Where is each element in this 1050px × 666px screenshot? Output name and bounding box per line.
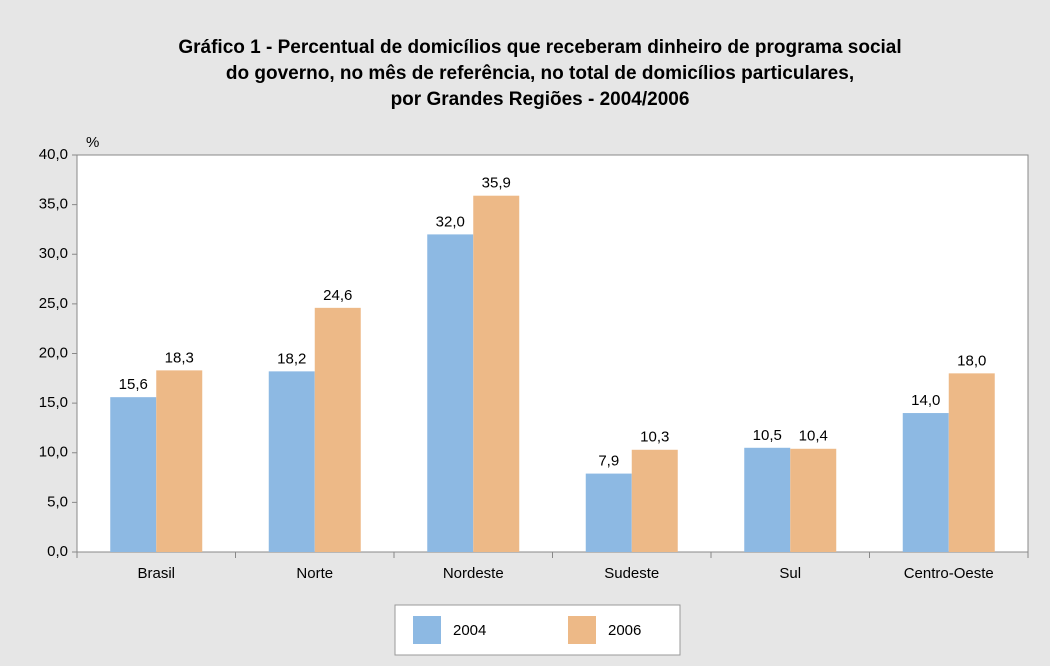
data-label: 18,3 [165, 349, 194, 366]
chart-title: por Grandes Regiões - 2004/2006 [391, 89, 690, 110]
y-tick-label: 25,0 [39, 295, 68, 312]
x-tick-label: Sudeste [604, 565, 659, 582]
bar [427, 234, 474, 552]
bar [902, 413, 949, 552]
bar [268, 371, 315, 552]
chart-title: Gráfico 1 - Percentual de domicílios que… [178, 37, 901, 58]
chart-title: do governo, no mês de referência, no tot… [226, 63, 854, 84]
data-label: 10,5 [753, 427, 782, 444]
bar [314, 307, 361, 552]
data-label: 14,0 [911, 392, 940, 409]
y-tick-label: 30,0 [39, 245, 68, 262]
y-axis-label: % [86, 134, 99, 151]
bar [631, 449, 678, 552]
bar [948, 373, 995, 552]
bar [585, 473, 632, 552]
plot-area [76, 154, 1029, 553]
data-label: 10,4 [799, 428, 828, 445]
legend-swatch [568, 616, 596, 644]
x-tick-label: Sul [779, 565, 801, 582]
bar [110, 397, 157, 552]
legend-swatch [413, 616, 441, 644]
data-label: 35,9 [482, 175, 511, 192]
y-tick-label: 5,0 [47, 493, 68, 510]
bar [744, 447, 791, 552]
legend-label: 2004 [453, 622, 486, 639]
x-tick-label: Norte [296, 565, 333, 582]
data-label: 24,6 [323, 287, 352, 304]
y-tick-label: 15,0 [39, 394, 68, 411]
y-tick-label: 0,0 [47, 543, 68, 560]
data-label: 32,0 [436, 213, 465, 230]
x-tick-label: Centro-Oeste [904, 565, 994, 582]
data-label: 18,2 [277, 350, 306, 367]
y-tick-label: 35,0 [39, 196, 68, 213]
x-tick-label: Brasil [137, 565, 175, 582]
x-tick-label: Nordeste [443, 565, 504, 582]
data-label: 10,3 [640, 429, 669, 446]
y-tick-label: 40,0 [39, 146, 68, 163]
bar [790, 448, 837, 552]
bar [156, 370, 203, 552]
legend-label: 2006 [608, 622, 641, 639]
data-label: 7,9 [598, 453, 619, 470]
data-label: 18,0 [957, 352, 986, 369]
y-tick-label: 10,0 [39, 444, 68, 461]
y-tick-label: 20,0 [39, 344, 68, 361]
bar [473, 195, 520, 552]
legend [394, 604, 681, 656]
data-label: 15,6 [119, 376, 148, 393]
